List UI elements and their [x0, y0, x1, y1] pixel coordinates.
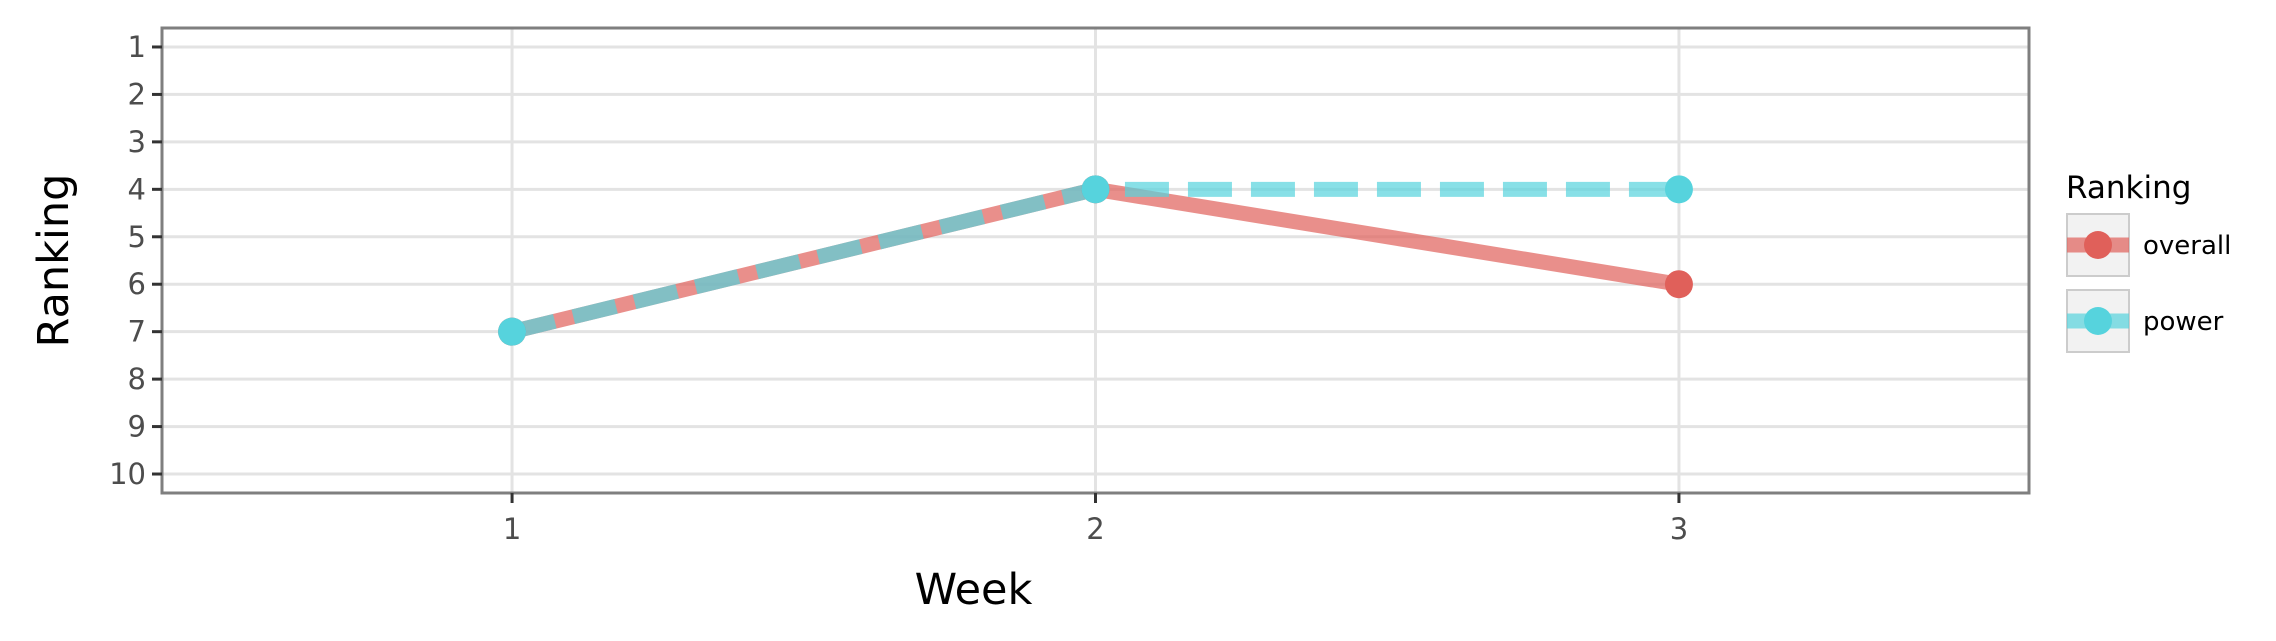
legend-key-point	[2084, 307, 2112, 335]
axis-tick-labels: 1 2 3 4 5 6 7 8 9 10 1 2 3	[109, 30, 1688, 546]
data-point-power	[498, 317, 527, 346]
data-point-power	[1664, 175, 1693, 204]
legend-item-power: power	[2066, 289, 2224, 353]
y-tick-label: 1	[128, 30, 146, 64]
legend-key-point	[2084, 231, 2112, 259]
x-tick-label: 3	[1670, 512, 1688, 546]
axis-ticks	[152, 45, 1681, 503]
x-axis-title: Week	[915, 565, 1033, 615]
y-tick-label: 8	[128, 362, 146, 396]
legend: Ranking overall power	[2066, 170, 2231, 353]
y-tick-label: 6	[128, 267, 146, 301]
data-point-power	[1081, 175, 1110, 204]
x-tick-label: 1	[503, 512, 521, 546]
legend-items: overall power	[2066, 213, 2231, 353]
y-tick-label: 4	[128, 172, 146, 206]
y-tick-label: 7	[128, 315, 146, 349]
y-tick-label: 5	[128, 220, 146, 254]
grid-lines	[162, 28, 2029, 493]
y-tick-label: 2	[128, 77, 146, 111]
legend-label: overall	[2143, 231, 2231, 261]
legend-label: power	[2143, 307, 2224, 337]
y-tick-label: 3	[128, 125, 146, 159]
y-axis-title: Ranking	[29, 174, 79, 348]
y-tick-label: 10	[109, 457, 146, 491]
data-point-overall	[1664, 270, 1693, 299]
y-tick-label: 9	[128, 410, 146, 444]
legend-item-overall: overall	[2066, 213, 2231, 277]
legend-title: Ranking	[2066, 170, 2191, 206]
series-points	[498, 175, 1693, 346]
x-tick-label: 2	[1086, 512, 1104, 546]
